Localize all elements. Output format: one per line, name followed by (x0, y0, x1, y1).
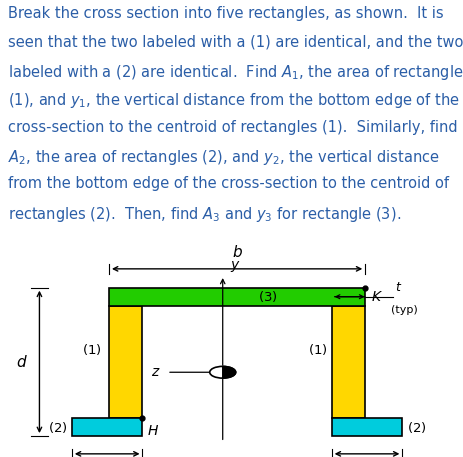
Bar (331, 418, 401, 436)
Text: $A_2$, the area of rectangles (2), and $y_2$, the vertical distance: $A_2$, the area of rectangles (2), and $… (8, 148, 439, 167)
Text: $d$: $d$ (16, 354, 28, 370)
Text: $y$: $y$ (229, 259, 240, 274)
Bar (72, 418, 142, 436)
Text: (typ): (typ) (390, 305, 417, 315)
Bar (109, 288, 364, 306)
Circle shape (209, 367, 235, 378)
Bar (331, 306, 364, 418)
Text: rectangles (2).  Then, find $A_3$ and $y_3$ for rectangle (3).: rectangles (2). Then, find $A_3$ and $y_… (8, 205, 400, 224)
Text: Break the cross section into five rectangles, as shown.  It is: Break the cross section into five rectan… (8, 6, 443, 21)
Text: (1), and $y_1$, the vertical distance from the bottom edge of the: (1), and $y_1$, the vertical distance fr… (8, 91, 459, 110)
Text: $z$: $z$ (150, 365, 160, 379)
Text: $t$: $t$ (394, 281, 402, 293)
Text: from the bottom edge of the cross-section to the centroid of: from the bottom edge of the cross-sectio… (8, 176, 448, 191)
Text: cross-section to the centroid of rectangles (1).  Similarly, find: cross-section to the centroid of rectang… (8, 120, 457, 135)
Bar (109, 306, 142, 418)
Text: seen that the two labeled with a (1) are identical, and the two: seen that the two labeled with a (1) are… (8, 35, 463, 49)
Text: $(2)$: $(2)$ (48, 420, 67, 435)
Text: labeled with a (2) are identical.  Find $A_1$, the area of rectangles: labeled with a (2) are identical. Find $… (8, 63, 463, 82)
Text: $H$: $H$ (147, 425, 159, 438)
Text: $(2)$: $(2)$ (406, 420, 425, 435)
Text: $b$: $b$ (231, 244, 242, 260)
Text: $(1)$: $(1)$ (82, 342, 102, 357)
Polygon shape (222, 367, 235, 378)
Text: $K$: $K$ (370, 290, 382, 304)
Text: $(1)$: $(1)$ (307, 342, 326, 357)
Text: $(3)$: $(3)$ (257, 289, 276, 304)
